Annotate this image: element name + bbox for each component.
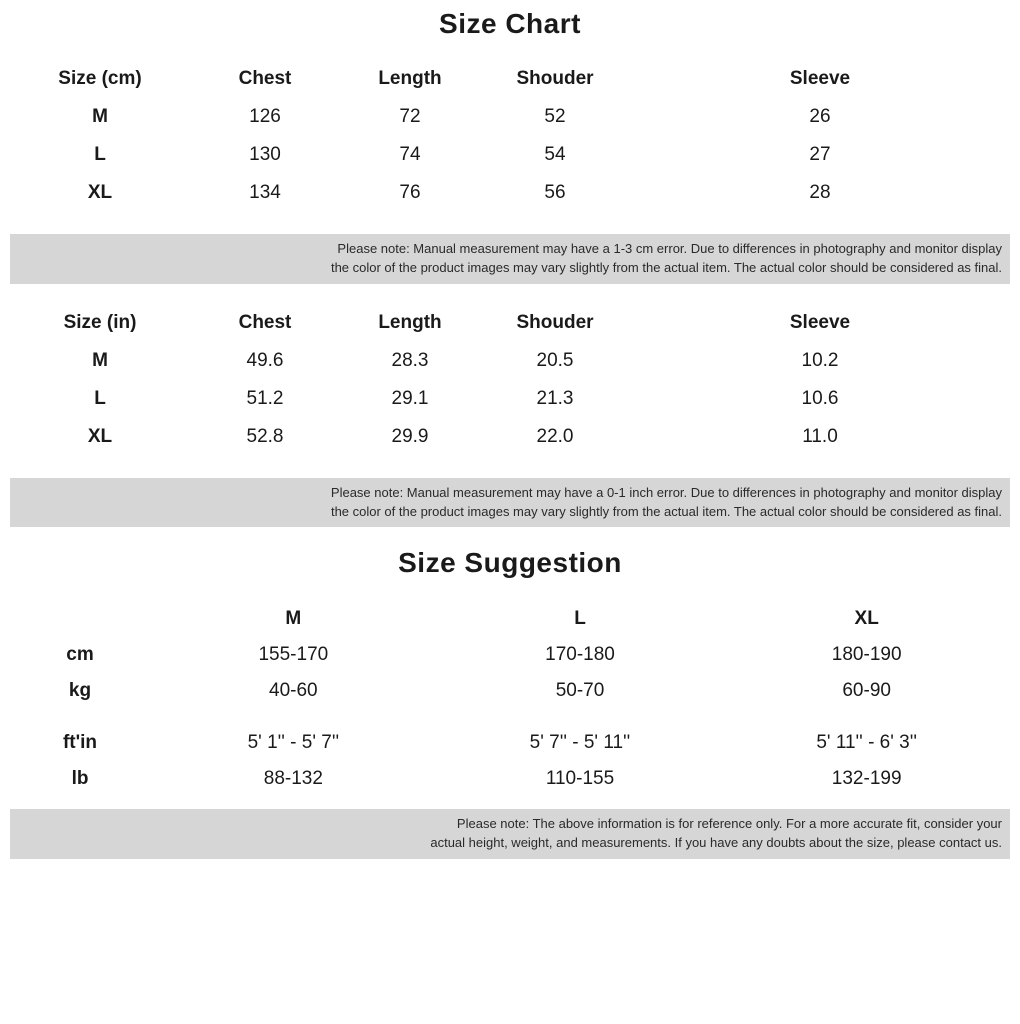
- cell-chest: 49.6: [190, 342, 340, 380]
- cell-shoulder: 20.5: [480, 342, 630, 380]
- note-cm: Please note: Manual measurement may have…: [10, 234, 1010, 284]
- cell-chest: 126: [190, 98, 340, 136]
- table-row: lb 88-132 110-155 132-199: [10, 761, 1010, 797]
- unit-label: cm: [10, 637, 150, 673]
- cell-xl: 180-190: [723, 637, 1010, 673]
- size-table-cm: Size (cm) Chest Length Shouder Sleeve M …: [10, 60, 1010, 212]
- cell-sleeve: 10.2: [630, 342, 1010, 380]
- col-header-xl: XL: [723, 601, 1010, 637]
- note-line: the color of the product images may vary…: [331, 260, 1002, 275]
- cell-chest: 130: [190, 136, 340, 174]
- note-suggestion: Please note: The above information is fo…: [10, 809, 1010, 859]
- table-gap: [10, 709, 1010, 725]
- cell-length: 29.1: [340, 380, 480, 418]
- cell-size: XL: [10, 174, 190, 212]
- cell-size: L: [10, 136, 190, 174]
- col-header-sleeve: Sleeve: [630, 60, 1010, 98]
- note-line: Please note: Manual measurement may have…: [337, 241, 1002, 256]
- cell-xl: 60-90: [723, 673, 1010, 709]
- cell-length: 72: [340, 98, 480, 136]
- cell-l: 50-70: [437, 673, 724, 709]
- col-header-l: L: [437, 601, 724, 637]
- cell-sleeve: 27: [630, 136, 1010, 174]
- cell-chest: 134: [190, 174, 340, 212]
- col-header-length: Length: [340, 60, 480, 98]
- cell-shoulder: 56: [480, 174, 630, 212]
- cell-sleeve: 11.0: [630, 418, 1010, 456]
- cell-l: 110-155: [437, 761, 724, 797]
- cell-chest: 52.8: [190, 418, 340, 456]
- note-line: Please note: The above information is fo…: [457, 816, 1002, 831]
- col-header-size: Size (in): [10, 304, 190, 342]
- cell-l: 5' 7'' - 5' 11'': [437, 725, 724, 761]
- col-header-shoulder: Shouder: [480, 60, 630, 98]
- cell-xl: 5' 11'' - 6' 3'': [723, 725, 1010, 761]
- cell-length: 76: [340, 174, 480, 212]
- cell-m: 155-170: [150, 637, 437, 673]
- cell-l: 170-180: [437, 637, 724, 673]
- cell-shoulder: 22.0: [480, 418, 630, 456]
- table-row: kg 40-60 50-70 60-90: [10, 673, 1010, 709]
- col-header-chest: Chest: [190, 60, 340, 98]
- table-header-row: Size (cm) Chest Length Shouder Sleeve: [10, 60, 1010, 98]
- note-line: actual height, weight, and measurements.…: [430, 835, 1002, 850]
- col-header-size: Size (cm): [10, 60, 190, 98]
- size-chart-title: Size Chart: [10, 8, 1010, 40]
- cell-shoulder: 54: [480, 136, 630, 174]
- cell-chest: 51.2: [190, 380, 340, 418]
- cell-sleeve: 26: [630, 98, 1010, 136]
- cell-length: 74: [340, 136, 480, 174]
- col-header-shoulder: Shouder: [480, 304, 630, 342]
- table-row: M 126 72 52 26: [10, 98, 1010, 136]
- cell-length: 28.3: [340, 342, 480, 380]
- note-in: Please note: Manual measurement may have…: [10, 478, 1010, 528]
- table-row: M 49.6 28.3 20.5 10.2: [10, 342, 1010, 380]
- table-header-row: M L XL: [10, 601, 1010, 637]
- note-line: the color of the product images may vary…: [331, 504, 1002, 519]
- unit-label: lb: [10, 761, 150, 797]
- cell-sleeve: 10.6: [630, 380, 1010, 418]
- col-header-chest: Chest: [190, 304, 340, 342]
- table-row: XL 52.8 29.9 22.0 11.0: [10, 418, 1010, 456]
- cell-m: 40-60: [150, 673, 437, 709]
- cell-shoulder: 52: [480, 98, 630, 136]
- cell-size: L: [10, 380, 190, 418]
- cell-shoulder: 21.3: [480, 380, 630, 418]
- cell-size: M: [10, 98, 190, 136]
- col-header-sleeve: Sleeve: [630, 304, 1010, 342]
- cell-size: M: [10, 342, 190, 380]
- table-row: L 130 74 54 27: [10, 136, 1010, 174]
- cell-size: XL: [10, 418, 190, 456]
- unit-label: kg: [10, 673, 150, 709]
- unit-label: ft'in: [10, 725, 150, 761]
- size-suggestion-table: M L XL cm 155-170 170-180 180-190 kg 40-…: [10, 601, 1010, 797]
- size-table-in: Size (in) Chest Length Shouder Sleeve M …: [10, 304, 1010, 456]
- table-row: ft'in 5' 1'' - 5' 7'' 5' 7'' - 5' 11'' 5…: [10, 725, 1010, 761]
- table-row: L 51.2 29.1 21.3 10.6: [10, 380, 1010, 418]
- table-row: XL 134 76 56 28: [10, 174, 1010, 212]
- cell-xl: 132-199: [723, 761, 1010, 797]
- size-suggestion-title: Size Suggestion: [10, 547, 1010, 579]
- cell-m: 88-132: [150, 761, 437, 797]
- table-row: cm 155-170 170-180 180-190: [10, 637, 1010, 673]
- table-header-row: Size (in) Chest Length Shouder Sleeve: [10, 304, 1010, 342]
- col-header-empty: [10, 601, 150, 637]
- cell-sleeve: 28: [630, 174, 1010, 212]
- note-line: Please note: Manual measurement may have…: [331, 485, 1002, 500]
- col-header-m: M: [150, 601, 437, 637]
- cell-length: 29.9: [340, 418, 480, 456]
- cell-m: 5' 1'' - 5' 7'': [150, 725, 437, 761]
- col-header-length: Length: [340, 304, 480, 342]
